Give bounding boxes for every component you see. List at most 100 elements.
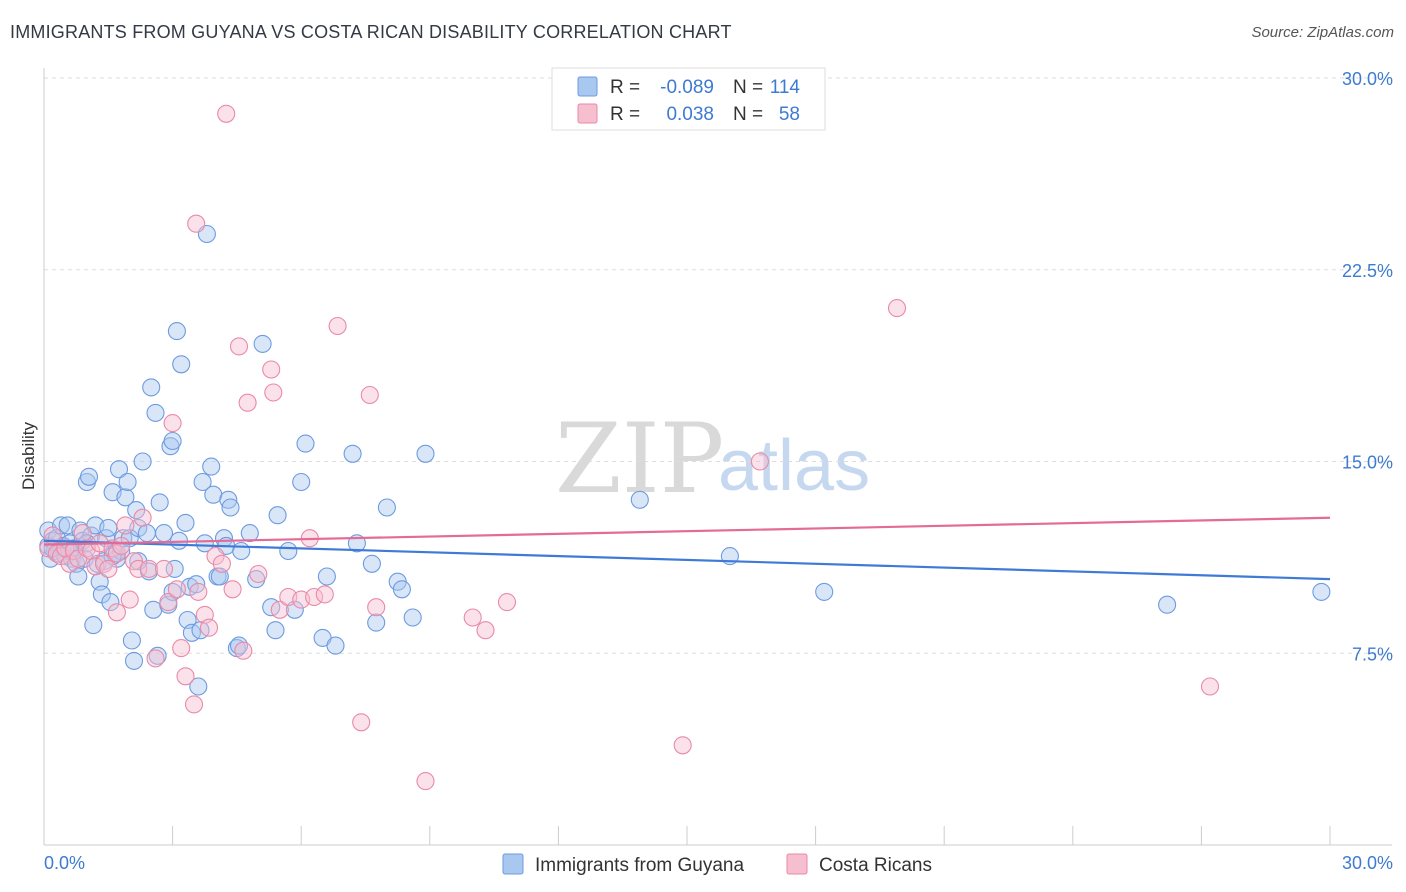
point-costa-rican [133, 508, 152, 527]
point-costa-rican [352, 713, 371, 732]
legend-swatch-blue [577, 76, 598, 97]
point-guyana [416, 444, 435, 463]
point-costa-rican [176, 667, 195, 686]
point-costa-rican [99, 559, 118, 578]
legend-box: R = -0.089 N = 114 R = 0.038 N = 58 [551, 67, 826, 131]
point-costa-rican [367, 598, 386, 617]
legend-swatch-pink [577, 103, 598, 124]
watermark: ZIP atlas [555, 403, 870, 515]
point-guyana [101, 593, 120, 612]
point-costa-rican [238, 393, 257, 412]
point-costa-rican [264, 383, 283, 402]
legend-n-label-1: N = [733, 77, 763, 98]
legend-n-value-1: 114 [770, 77, 801, 98]
point-costa-rican [234, 641, 253, 660]
point-costa-rican [107, 603, 126, 622]
legend-n-label-2: N = [733, 104, 763, 125]
point-costa-rican [163, 414, 182, 433]
point-costa-rican [249, 564, 268, 584]
point-guyana [124, 651, 144, 670]
point-guyana [109, 460, 129, 479]
trend-lines [43, 516, 1331, 581]
y-tick-labels: 7.5% 15.0% 22.5% 30.0% [1342, 69, 1393, 664]
point-guyana [176, 513, 195, 532]
point-guyana [189, 677, 208, 696]
point-guyana [403, 608, 422, 627]
point-guyana [367, 613, 386, 632]
bottom-legend-swatch-costa-rica [786, 853, 808, 875]
point-guyana [79, 467, 99, 486]
y-tick-label: 30.0% [1342, 69, 1393, 89]
point-guyana [1158, 595, 1177, 614]
point-costa-rican [463, 608, 482, 627]
bottom-legend-swatch-guyana [502, 853, 524, 875]
point-costa-rican [217, 104, 236, 123]
point-guyana [204, 485, 223, 504]
point-guyana [296, 434, 315, 453]
legend-r-label-1: R = [610, 77, 640, 98]
point-guyana [146, 403, 165, 422]
point-costa-rican [1200, 677, 1220, 696]
legend-r-value-2: 0.038 [666, 104, 714, 125]
point-costa-rican [497, 593, 517, 612]
data-points [39, 104, 1331, 791]
point-costa-rican [172, 639, 191, 658]
x-tick-label-max: 30.0% [1342, 853, 1393, 873]
point-guyana [232, 541, 251, 561]
point-costa-rican [262, 360, 281, 379]
point-costa-rican [212, 554, 231, 573]
legend-r-label-2: R = [610, 104, 640, 125]
point-costa-rican [476, 621, 495, 640]
watermark-atlas: atlas [718, 426, 870, 506]
point-guyana [148, 646, 167, 665]
trend-line-guyana [43, 539, 1331, 581]
point-guyana [362, 554, 381, 573]
bottom-legend: Immigrants from Guyana Costa Ricans [502, 853, 932, 876]
legend-r-value-1: -0.089 [660, 77, 714, 98]
trend-line-costa-rican [43, 516, 1331, 546]
point-guyana [163, 431, 182, 451]
point-guyana [142, 378, 161, 397]
point-costa-rican [189, 582, 208, 601]
bottom-legend-label-guyana: Immigrants from Guyana [535, 855, 744, 876]
point-costa-rican [73, 524, 92, 543]
point-guyana [133, 452, 152, 471]
point-costa-rican [187, 214, 206, 233]
source-note: Source: ZipAtlas.com [1251, 24, 1394, 41]
point-costa-rican [184, 695, 204, 714]
point-guyana [116, 488, 135, 507]
x-ticks [43, 826, 1331, 845]
chart-title: IMMIGRANTS FROM GUYANA VS COSTA RICAN DI… [10, 22, 732, 42]
point-guyana [84, 616, 103, 635]
point-guyana [279, 541, 298, 561]
point-guyana [815, 582, 834, 601]
y-tick-label: 15.0% [1342, 453, 1393, 473]
bottom-legend-label-costa-rica: Costa Ricans [819, 855, 932, 876]
point-costa-rican [139, 559, 159, 578]
point-costa-rican [120, 590, 139, 609]
gridlines [44, 77, 1392, 654]
point-costa-rican [223, 580, 242, 599]
point-guyana [292, 472, 311, 492]
point-guyana [167, 322, 186, 341]
point-costa-rican [129, 559, 148, 578]
point-costa-rican [112, 536, 131, 555]
point-guyana [202, 457, 221, 476]
point-guyana [343, 444, 362, 463]
point-guyana [1312, 582, 1331, 601]
x-tick-label-min: 0.0% [44, 853, 85, 873]
point-guyana [99, 518, 118, 538]
point-costa-rican [229, 337, 249, 356]
point-guyana [195, 534, 214, 553]
y-axis-label: Disability [19, 421, 38, 490]
point-guyana [154, 524, 174, 543]
point-guyana [630, 490, 649, 509]
point-costa-rican [416, 772, 435, 791]
point-guyana [144, 600, 163, 619]
point-guyana [122, 631, 141, 650]
point-costa-rican [360, 385, 379, 405]
y-tick-label: 22.5% [1342, 261, 1393, 281]
point-guyana [69, 567, 88, 586]
point-guyana [317, 567, 336, 586]
